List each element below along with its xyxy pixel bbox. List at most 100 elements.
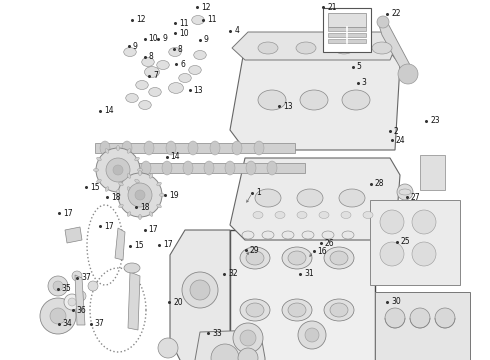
Text: 7: 7 [153,71,158,80]
Ellipse shape [258,90,286,110]
Ellipse shape [246,303,264,317]
Ellipse shape [120,161,130,175]
Polygon shape [230,45,400,150]
Bar [328,27,366,31]
Circle shape [135,190,145,200]
Circle shape [298,321,326,349]
Ellipse shape [135,179,139,183]
Ellipse shape [267,161,277,175]
Text: 20: 20 [173,298,183,307]
Text: 11: 11 [179,19,189,28]
Circle shape [64,294,80,310]
Ellipse shape [282,247,312,269]
Text: 10: 10 [179,29,189,38]
Bar [328,33,366,37]
Ellipse shape [127,149,131,153]
Bar [328,39,366,43]
Circle shape [412,242,436,266]
Polygon shape [232,32,395,60]
Bar [420,155,445,190]
Ellipse shape [341,212,351,219]
Ellipse shape [240,299,270,321]
Ellipse shape [342,90,370,110]
Ellipse shape [139,215,142,220]
Ellipse shape [246,251,264,265]
Ellipse shape [145,67,160,77]
Ellipse shape [246,161,256,175]
Text: 17: 17 [104,222,114,231]
Polygon shape [65,227,82,243]
Ellipse shape [194,50,206,59]
Ellipse shape [117,189,120,194]
Text: 8: 8 [178,45,183,54]
Circle shape [238,348,258,360]
Ellipse shape [157,204,161,208]
Polygon shape [115,228,125,260]
Ellipse shape [135,157,139,161]
Text: 13: 13 [194,86,203,95]
Text: 33: 33 [212,328,222,338]
Ellipse shape [97,157,101,161]
Text: 26: 26 [325,239,335,248]
Ellipse shape [372,42,392,54]
Ellipse shape [330,251,348,265]
Ellipse shape [322,231,334,239]
Ellipse shape [255,189,281,207]
Ellipse shape [160,194,165,197]
Text: 13: 13 [283,102,293,111]
Ellipse shape [124,48,136,57]
Ellipse shape [127,174,131,178]
Ellipse shape [119,182,123,186]
Ellipse shape [302,231,314,239]
Ellipse shape [127,187,131,192]
Ellipse shape [162,161,172,175]
Ellipse shape [253,212,263,219]
Circle shape [40,298,76,334]
Ellipse shape [300,90,328,110]
Text: 23: 23 [430,116,440,125]
Text: 12: 12 [136,15,146,24]
Ellipse shape [192,15,204,24]
Polygon shape [230,158,400,240]
Ellipse shape [262,231,274,239]
Ellipse shape [139,100,151,109]
Circle shape [377,16,389,28]
Text: 36: 36 [76,306,86,315]
Bar [95,143,295,153]
Circle shape [68,298,76,306]
Bar [370,200,460,285]
Circle shape [88,281,98,291]
Text: 11: 11 [207,15,217,24]
Circle shape [412,210,436,234]
Bar [328,13,366,27]
Ellipse shape [169,48,181,57]
Ellipse shape [105,187,109,192]
Ellipse shape [210,141,220,155]
Text: 16: 16 [318,247,327,256]
Text: 27: 27 [411,193,420,202]
Ellipse shape [288,251,306,265]
Ellipse shape [324,299,354,321]
Text: 2: 2 [393,127,398,136]
Text: 9: 9 [162,35,167,44]
Circle shape [158,338,178,358]
Ellipse shape [127,212,131,216]
Ellipse shape [183,161,193,175]
Text: 19: 19 [169,191,179,200]
Text: 31: 31 [304,269,314,278]
Ellipse shape [144,141,154,155]
Circle shape [50,308,66,324]
Text: 28: 28 [375,179,385,188]
Ellipse shape [297,212,307,219]
Text: 3: 3 [362,78,367,87]
Circle shape [380,210,404,234]
Circle shape [48,276,68,296]
Ellipse shape [179,73,191,82]
Polygon shape [170,230,230,360]
Circle shape [190,280,210,300]
Text: 5: 5 [357,62,362,71]
Text: 21: 21 [327,3,337,12]
Polygon shape [378,18,415,80]
Circle shape [96,148,140,192]
Ellipse shape [232,141,242,155]
